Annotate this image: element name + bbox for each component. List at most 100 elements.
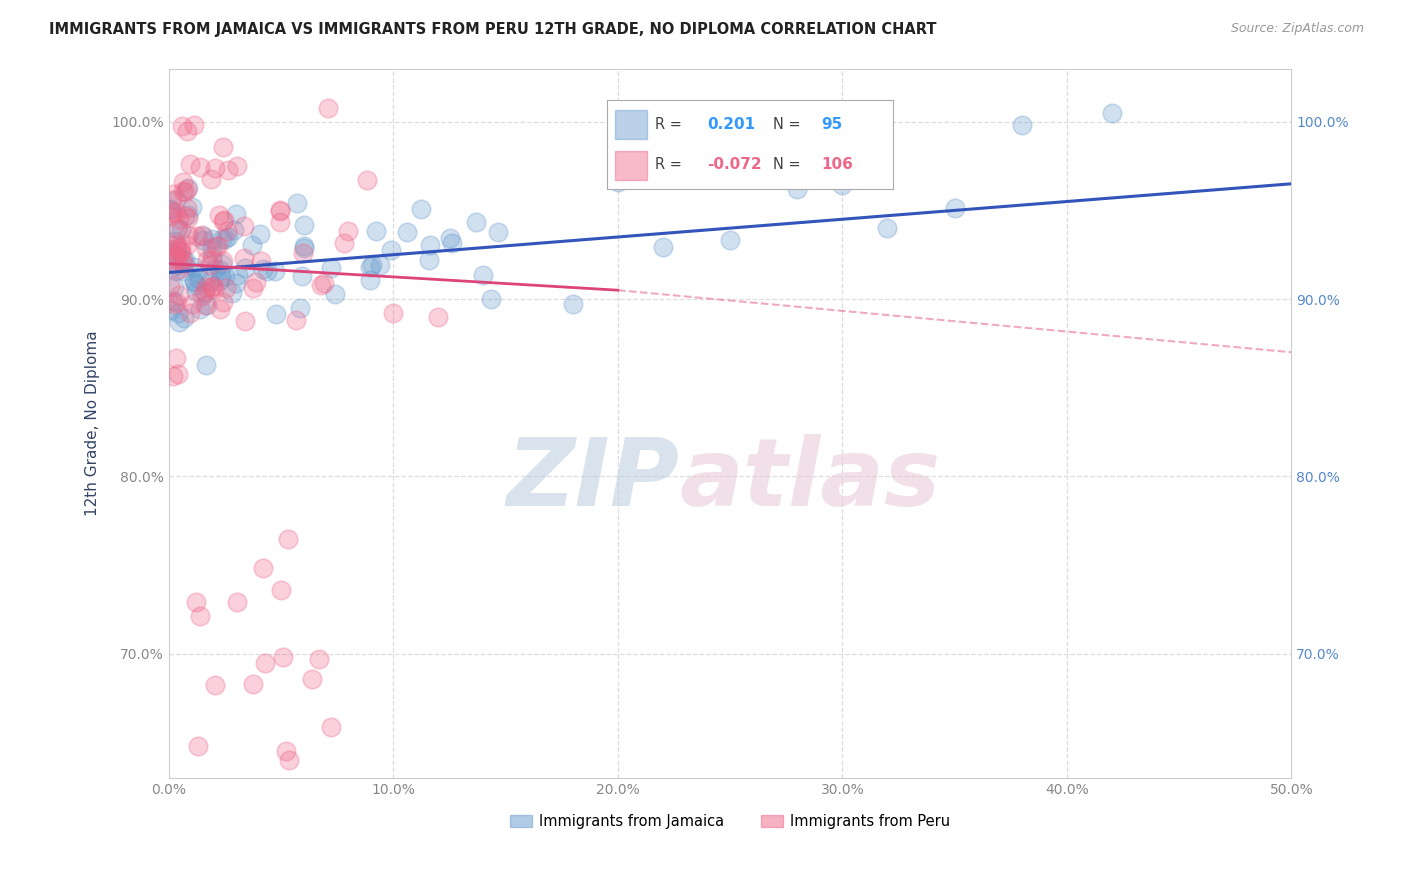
- Point: [214, 232, 236, 246]
- Point: [201, 241, 224, 255]
- Point: [486, 225, 509, 239]
- Point: [290, 301, 312, 316]
- Point: [245, 276, 267, 290]
- Point: [183, 119, 205, 133]
- Point: [188, 301, 211, 316]
- Point: [427, 310, 450, 324]
- Point: [356, 173, 378, 187]
- Point: [876, 221, 898, 235]
- Point: [170, 244, 193, 259]
- Point: [419, 237, 441, 252]
- Point: [277, 532, 299, 546]
- Point: [606, 175, 628, 189]
- Point: [176, 124, 198, 138]
- Point: [291, 269, 314, 284]
- Point: [285, 313, 308, 327]
- Point: [183, 275, 205, 289]
- Point: [205, 238, 228, 252]
- Point: [159, 238, 181, 252]
- Point: [464, 214, 486, 228]
- Point: [200, 172, 222, 186]
- Point: [162, 206, 184, 220]
- Point: [179, 157, 201, 171]
- Point: [188, 609, 211, 624]
- Point: [440, 236, 463, 251]
- Point: [233, 314, 256, 328]
- Point: [225, 159, 247, 173]
- Point: [180, 297, 202, 311]
- Point: [194, 241, 217, 255]
- Point: [212, 294, 235, 309]
- Point: [831, 178, 853, 192]
- Point: [179, 306, 201, 320]
- Point: [167, 306, 190, 320]
- Point: [285, 196, 308, 211]
- Point: [160, 193, 183, 207]
- Point: [418, 253, 440, 268]
- Point: [165, 294, 187, 309]
- Point: [166, 367, 188, 381]
- Point: [439, 231, 461, 245]
- Point: [191, 227, 214, 242]
- Point: [333, 235, 356, 250]
- Point: [562, 296, 585, 310]
- Point: [176, 182, 198, 196]
- Point: [169, 244, 191, 259]
- Point: [382, 306, 405, 320]
- Point: [202, 282, 225, 296]
- Point: [176, 227, 198, 242]
- Point: [176, 238, 198, 252]
- Point: [194, 286, 217, 301]
- Point: [166, 222, 188, 236]
- Point: [211, 214, 233, 228]
- Point: [270, 582, 292, 597]
- Point: [217, 230, 239, 244]
- Point: [274, 744, 297, 758]
- Point: [165, 351, 187, 365]
- Point: [226, 595, 249, 609]
- Point: [173, 257, 195, 271]
- Point: [211, 140, 233, 154]
- Point: [162, 260, 184, 274]
- Point: [278, 753, 301, 767]
- Point: [177, 211, 200, 225]
- Point: [195, 279, 218, 293]
- Point: [368, 258, 391, 272]
- Point: [166, 222, 188, 236]
- Point: [252, 560, 274, 574]
- Point: [651, 240, 673, 254]
- Point: [211, 257, 233, 271]
- Point: [217, 163, 239, 178]
- Point: [174, 185, 197, 199]
- Point: [159, 202, 181, 216]
- Point: [167, 212, 190, 227]
- Point: [177, 180, 200, 194]
- Point: [165, 249, 187, 263]
- Point: [308, 652, 330, 666]
- Point: [186, 277, 208, 292]
- Point: [269, 215, 291, 229]
- Point: [479, 292, 502, 306]
- Point: [186, 594, 208, 608]
- Point: [359, 260, 381, 274]
- Point: [191, 228, 214, 243]
- Point: [162, 187, 184, 202]
- Point: [364, 224, 387, 238]
- Point: [166, 204, 188, 219]
- Point: [204, 161, 226, 175]
- Y-axis label: 12th Grade, No Diploma: 12th Grade, No Diploma: [86, 330, 100, 516]
- Point: [186, 265, 208, 279]
- Point: [159, 202, 181, 217]
- Point: [273, 649, 295, 664]
- Point: [184, 284, 207, 298]
- Point: [166, 250, 188, 264]
- Point: [380, 243, 402, 257]
- Point: [292, 239, 315, 253]
- Point: [181, 200, 204, 214]
- Point: [1101, 106, 1123, 120]
- Point: [194, 358, 217, 372]
- Point: [172, 120, 194, 134]
- Point: [170, 223, 193, 237]
- Point: [316, 101, 339, 115]
- Point: [167, 261, 190, 276]
